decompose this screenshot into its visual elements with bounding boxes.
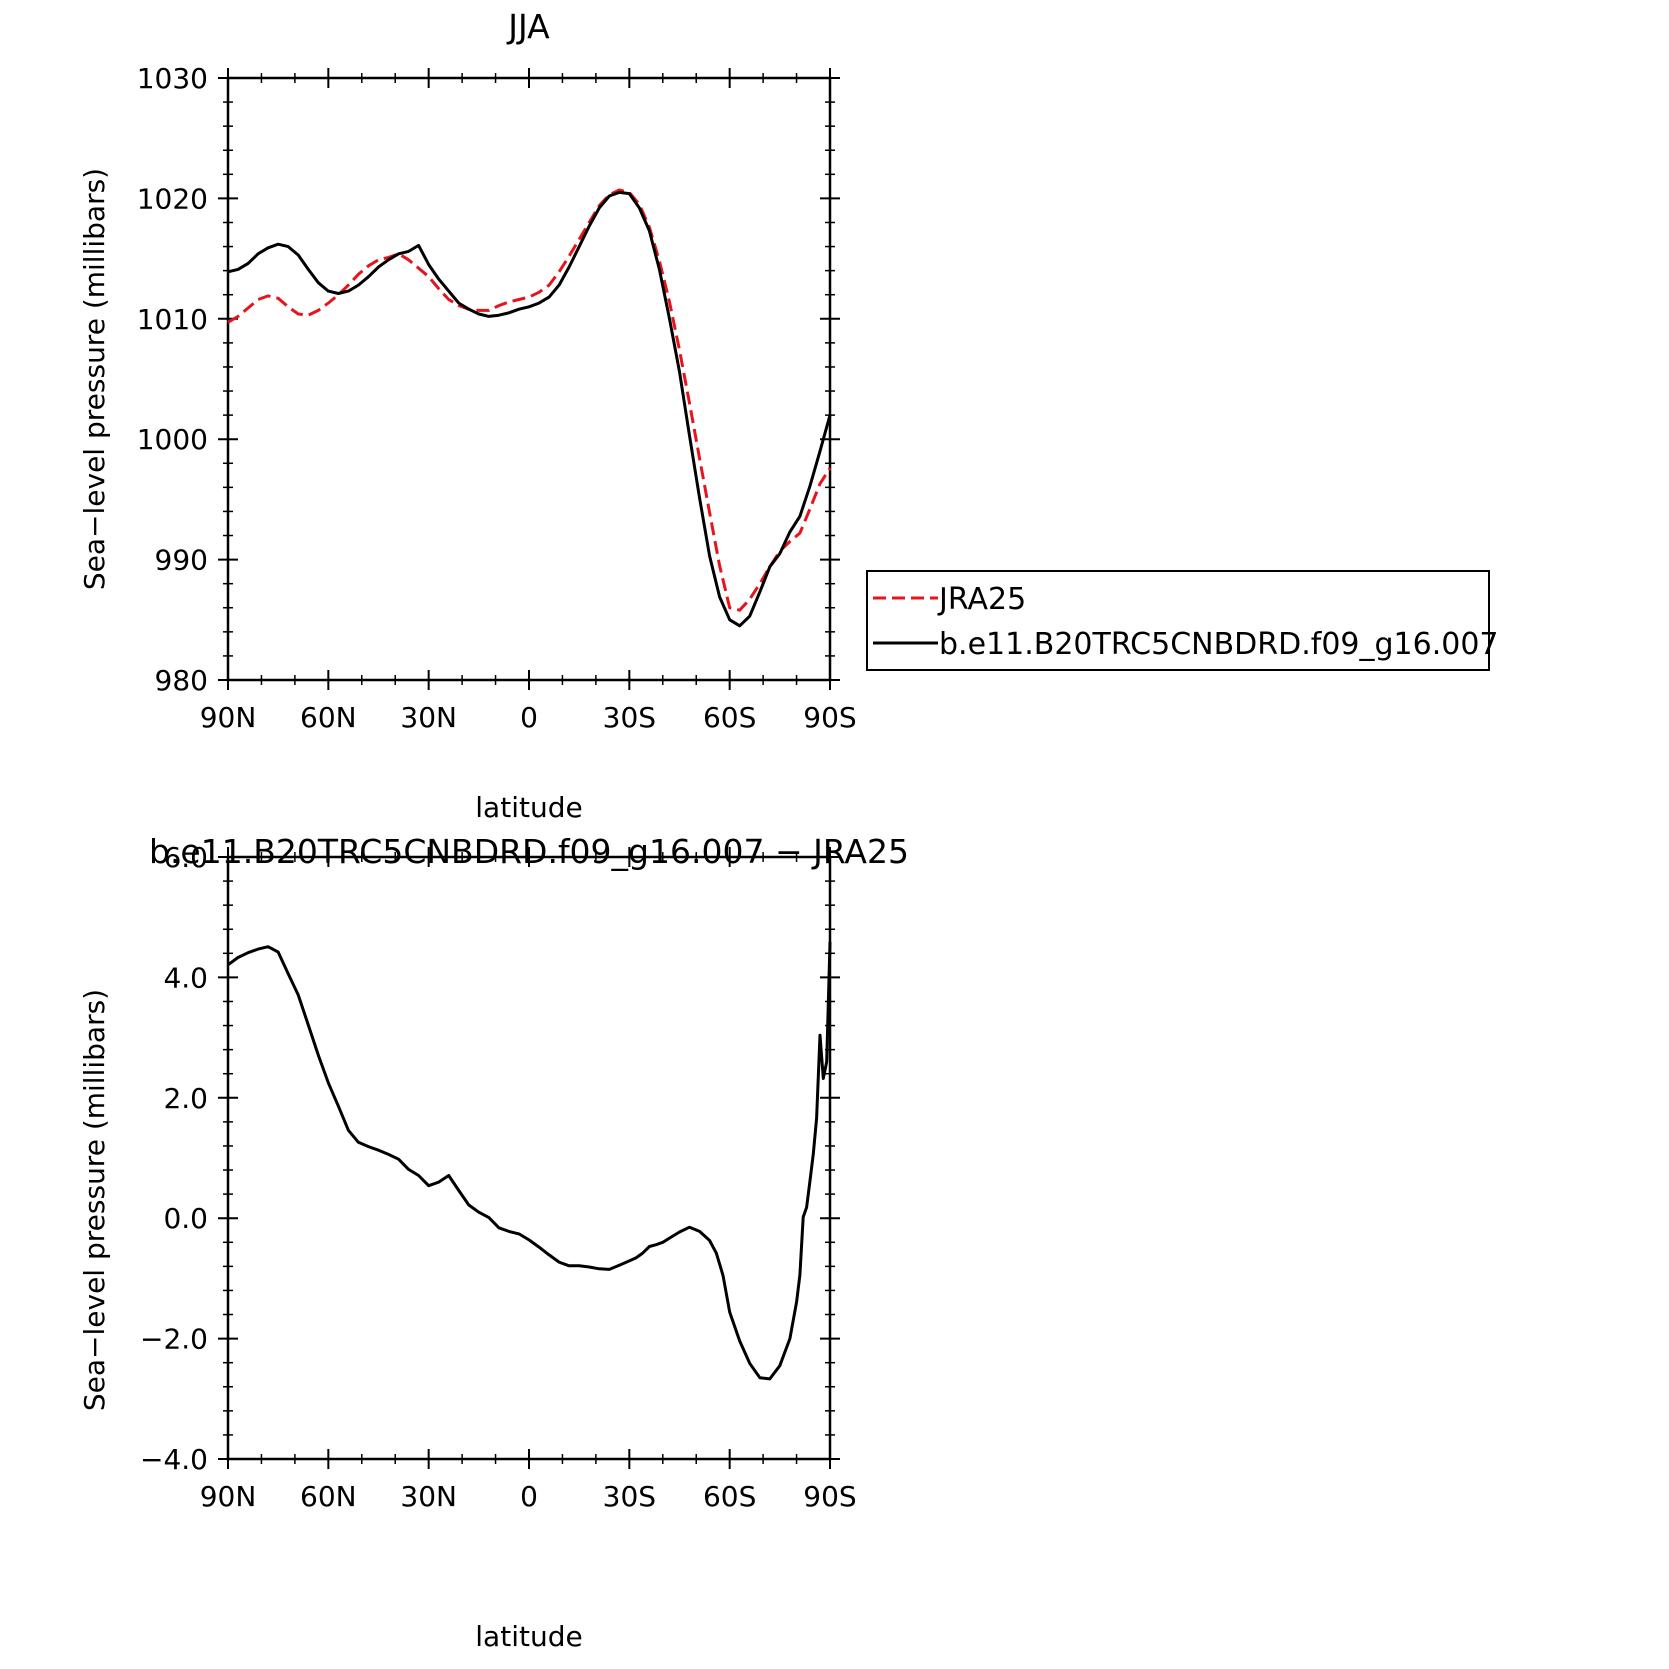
y-axis-label: Sea−level pressure (millibars) — [78, 989, 111, 1411]
y-tick-label: 1000 — [137, 423, 208, 456]
y-tick-label: −4.0 — [140, 1443, 208, 1476]
y-tick-label: 1020 — [137, 182, 208, 215]
x-axis-label: latitude — [475, 791, 582, 824]
series-line-jra25 — [227, 188, 832, 612]
y-tick-label: 6.0 — [163, 841, 208, 874]
x-tick-label: 90S — [803, 701, 856, 734]
x-tick-label: 0 — [520, 701, 538, 734]
x-tick-label: 60N — [300, 701, 357, 734]
y-tick-label: 0.0 — [163, 1202, 208, 1235]
x-tick-label: 30S — [603, 701, 656, 734]
y-tick-label: 1030 — [137, 62, 208, 95]
plot-frame — [226, 76, 832, 682]
chart-bottom: b.e11.B20TRC5CNBDRD.f09_g16.007 − JRA25 … — [78, 832, 909, 1653]
x-tick-label: 60S — [703, 701, 756, 734]
y-tick-label: −2.0 — [140, 1323, 208, 1356]
y-axis-label: Sea−level pressure (millibars) — [78, 168, 111, 590]
y-tick-label: 2.0 — [163, 1082, 208, 1115]
x-tick-label: 90S — [803, 1480, 856, 1513]
x-tick-label: 90N — [200, 701, 257, 734]
y-tick-label: 1010 — [137, 303, 208, 336]
y-tick-label: 980 — [155, 664, 208, 697]
chart-title: JJA — [506, 7, 550, 46]
legend-label-model: b.e11.B20TRC5CNBDRD.f09_g16.007 — [939, 627, 1499, 662]
x-tick-label: 30S — [603, 1480, 656, 1513]
x-tick-label: 90N — [200, 1480, 257, 1513]
x-tick-label: 30N — [400, 701, 457, 734]
x-tick-label: 60N — [300, 1480, 357, 1513]
legend: JRA25 b.e11.B20TRC5CNBDRD.f09_g16.007 — [866, 570, 1499, 671]
y-tick-label: 990 — [155, 544, 208, 577]
y-tick-label: 4.0 — [163, 961, 208, 994]
chart-top: JJA latitude Sea−level pressure (milliba… — [78, 7, 857, 824]
legend-box — [866, 570, 1490, 671]
x-tick-label: 0 — [520, 1480, 538, 1513]
series-line-b-e11-b20trc5cnbdrd-f09-g16-007 — [227, 190, 832, 628]
x-axis-label: latitude — [475, 1620, 582, 1653]
x-tick-label: 60S — [703, 1480, 756, 1513]
legend-label-jra25: JRA25 — [937, 582, 1026, 617]
plot-frame — [226, 855, 832, 1461]
series-line-difference — [227, 941, 832, 1381]
x-tick-label: 30N — [400, 1480, 457, 1513]
